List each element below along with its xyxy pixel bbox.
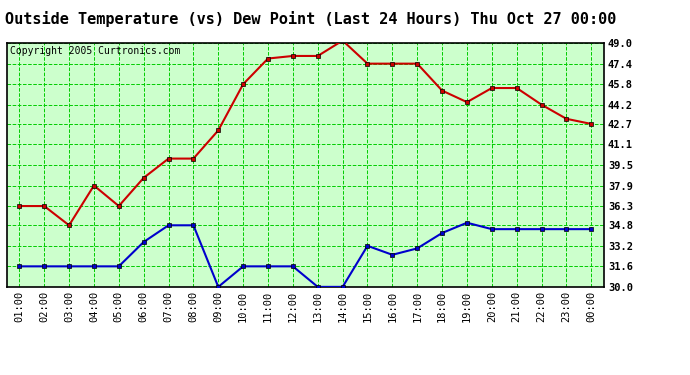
Text: Outside Temperature (vs) Dew Point (Last 24 Hours) Thu Oct 27 00:00: Outside Temperature (vs) Dew Point (Last… [5,11,616,27]
Text: Copyright 2005 Curtronics.com: Copyright 2005 Curtronics.com [10,46,180,56]
